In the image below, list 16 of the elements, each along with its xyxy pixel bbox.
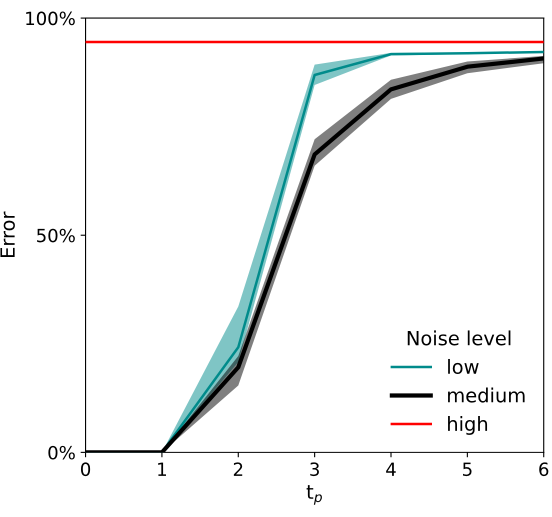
x-axis-title: t$_{p}$ [306,485,322,505]
x-tick-label: 0 [81,462,90,476]
y-tick-label: 50% [37,228,75,242]
x-tick-label: 6 [539,462,548,476]
legend-label: medium [448,388,525,403]
y-tick-label: 100% [26,12,75,26]
y-axis-title: Error [0,212,15,258]
legend-label: high [448,416,488,435]
x-tick-label: 5 [463,462,472,476]
x-tick-label: 4 [386,462,396,476]
y-tick-label: 0% [48,446,75,460]
x-tick-label: 3 [310,462,319,476]
legend-label: low [448,358,479,374]
x-tick-label: 1 [158,462,166,476]
legend-title: Noise level [408,330,510,346]
x-tick-label: 2 [234,462,242,476]
